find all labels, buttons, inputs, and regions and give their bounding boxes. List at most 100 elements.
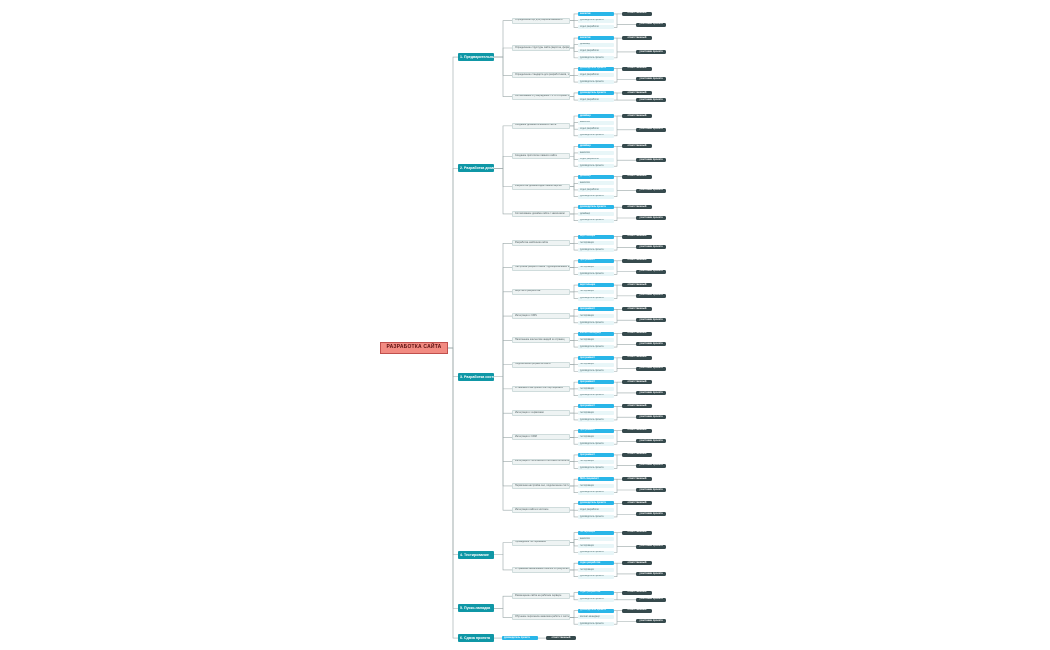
role-label: тестировщик [578,338,614,343]
role-label: руководитель проекта [578,18,614,23]
role-label: руководитель проекта [578,490,614,495]
connector-line [494,542,512,556]
role-label: руководитель проекта [578,320,614,325]
connector-line [570,213,578,221]
role-label: отдел разработки [578,157,614,162]
branch-node-1[interactable]: 1. Предварительные работы / разработка Т… [458,53,494,62]
role-label: тестировщик [578,459,614,464]
task-node[interactable]: Обучение персонала заказчика работе с си… [512,614,570,621]
connector-line [570,236,578,244]
connector-line [570,412,578,421]
tag-participants: участники проекта [636,188,666,193]
connector-line [614,206,618,221]
role-label: руководитель проекта [578,205,614,210]
connector-line [570,539,578,543]
branch-node-6[interactable]: 6. Сдача проекта [458,634,494,643]
task-node[interactable]: Установка и настройка SSL-сертификата [512,385,570,392]
role-label: аналитик [578,181,614,186]
connector-line [614,309,618,324]
task-node[interactable]: Создание прототипа главного сайта [512,153,570,160]
role-label: отдел разработки [578,561,614,566]
connector-line [614,260,618,275]
role-label: руководитель проекта [578,218,614,223]
tag-responsible: ответственный [622,144,652,149]
connector-line [614,92,618,101]
role-label: руководитель проекта [578,369,614,374]
role-label: руководитель проекта [502,636,538,641]
connector-line [614,610,618,625]
branch-node-5[interactable]: 5. Пуско-наладка [458,604,494,613]
connector-line [448,168,458,349]
task-node[interactable]: Наполнение контентом каждой из страниц [512,337,570,344]
task-node[interactable]: Создание дизайна основного сайта [512,122,570,129]
role-label: дизайнер [578,113,614,118]
connector-line [614,430,618,445]
connector-line [570,406,578,414]
task-node[interactable]: Интеграция сайта в хостинге [512,507,570,514]
task-node[interactable]: Устранение выявленных ошибок по результа… [512,566,570,573]
connector-line [614,454,618,469]
tag-responsible: ответственный [622,477,652,482]
tag-responsible: ответственный [622,90,652,95]
role-label: тестировщик [578,386,614,391]
connector-line [570,333,578,341]
role-label: руководитель проекта [578,80,614,85]
connector-line [570,595,578,601]
task-node[interactable]: Определение ЦА для разрабатываемого [512,17,570,24]
role-label: отдел разработки [578,127,614,132]
task-node[interactable]: Определение структуры сайта (верстка, фо… [512,44,570,51]
connector-line [614,406,618,421]
task-node[interactable]: Подключение формы на сайте [512,361,570,368]
role-label: контент-менеджер [578,615,614,620]
connector-line [570,478,578,487]
task-node[interactable]: Разработка шаблонов сайта [512,240,570,247]
tag-participants: участники проекта [636,390,666,395]
role-label: руководитель проекта [578,608,614,613]
root-node[interactable]: РАЗРАБОТКА САЙТА [380,342,448,354]
branch-node-4[interactable]: 4. Тестирование [458,550,494,559]
tag-responsible: ответственный [622,530,652,535]
connector-line [448,347,458,639]
role-label: тестировщик [578,362,614,367]
role-label: тестировщик [578,265,614,270]
role-label: руководитель проекта [578,393,614,398]
role-label: программист [578,428,614,433]
tag-responsible: ответственный [622,428,652,433]
task-node[interactable]: Размещение сайта на рабочем сервере [512,593,570,600]
branch-node-3[interactable]: 3. Разработка системы [458,372,494,381]
tag-participants: участники проекта [636,463,666,468]
task-node[interactable]: Настройка разработчиков / функциональных… [512,264,570,271]
branch-node-2[interactable]: 2. Разработка дизайна [458,164,494,173]
connector-line [570,206,578,215]
tag-participants: участники проекта [636,597,666,602]
task-node[interactable]: Согласование дизайна сайта с заказчиком [512,210,570,217]
task-node[interactable]: Согласование и утверждение ТЗ со стороны… [512,93,570,100]
connector-line [494,554,512,571]
role-label: руководитель проекта [578,248,614,253]
role-label: руководитель проекта [578,442,614,447]
task-node[interactable]: Проведение тестирования [512,539,570,546]
task-node[interactable]: Интеграция с CRM [512,434,570,441]
task-node[interactable]: Разработка дизайна адаптивной версии [512,183,570,190]
connector-line [494,595,512,609]
connector-line [570,75,578,83]
role-label: аналитик [578,36,614,41]
connector-line [570,437,578,445]
role-label: тестировщик [578,567,614,572]
tag-participants: участники проекта [636,77,666,82]
role-label: тестировщик [578,314,614,319]
role-label: тестировщик [578,530,614,535]
role-label: отдел разработки [578,25,614,30]
tag-participants: участники проекта [636,127,666,132]
connector-line [614,503,618,518]
connector-line [570,92,578,97]
task-node[interactable]: Интеграция с сервисами [512,410,570,417]
task-node[interactable]: Первичная настройка сео, подключение счё… [512,482,570,489]
task-node[interactable]: Интеграция с биллингом и системой оплаты… [512,458,570,465]
task-node[interactable]: Определение стандарта для разработчиков,… [512,72,570,79]
role-label: руководитель проекта [578,345,614,350]
task-node[interactable]: Интеграция с CMS [512,313,570,320]
role-label: аналитик [578,537,614,542]
tag-participants: участники проекта [636,22,666,27]
task-node[interactable]: Вёрстка и разработка [512,288,570,295]
